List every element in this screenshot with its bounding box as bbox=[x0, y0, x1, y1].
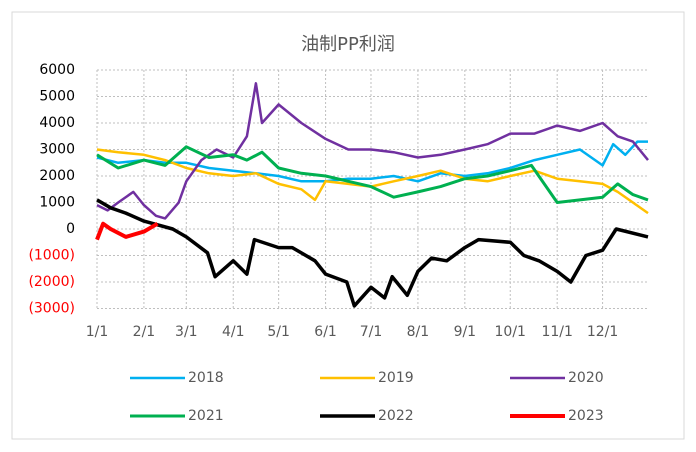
y-tick-label: 1000 bbox=[39, 195, 75, 211]
chart-frame bbox=[11, 11, 685, 440]
y-tick-label: 4000 bbox=[39, 115, 75, 131]
y-tick-label: (3000) bbox=[28, 301, 75, 317]
chart-title: 油制PP利润 bbox=[301, 34, 395, 55]
x-tick-label: 11/1 bbox=[541, 324, 572, 340]
legend-label: 2021 bbox=[188, 408, 224, 424]
x-tick-label: 8/1 bbox=[407, 324, 430, 340]
y-tick-label: 5000 bbox=[39, 89, 75, 105]
x-tick-label: 3/1 bbox=[175, 324, 198, 340]
x-tick-label: 7/1 bbox=[360, 324, 383, 340]
y-tick-label: 3000 bbox=[39, 142, 75, 158]
x-tick-label: 4/1 bbox=[222, 324, 245, 340]
series-line bbox=[96, 145, 649, 204]
legend-label: 2018 bbox=[188, 370, 224, 386]
x-tick-label: 9/1 bbox=[454, 324, 477, 340]
y-tick-label: 2000 bbox=[39, 168, 75, 184]
legend-label: 2020 bbox=[568, 370, 604, 386]
y-tick-label: (2000) bbox=[28, 274, 75, 290]
series-line bbox=[96, 82, 649, 220]
x-tick-label: 10/1 bbox=[495, 324, 526, 340]
legend-label: 2023 bbox=[568, 408, 604, 424]
x-tick-label: 12/1 bbox=[587, 324, 618, 340]
legend-label: 2022 bbox=[378, 408, 414, 424]
x-tick-label: 2/1 bbox=[133, 324, 156, 340]
y-tick-label: (1000) bbox=[28, 248, 75, 264]
series-line bbox=[95, 221, 159, 241]
y-tick-label: 6000 bbox=[39, 62, 75, 78]
series-line bbox=[96, 140, 648, 183]
legend-label: 2019 bbox=[378, 370, 414, 386]
x-tick-label: 5/1 bbox=[267, 324, 290, 340]
x-tick-label: 1/1 bbox=[86, 324, 109, 340]
series-line bbox=[96, 198, 649, 308]
x-tick-label: 6/1 bbox=[314, 324, 337, 340]
y-tick-label: 0 bbox=[66, 221, 75, 237]
